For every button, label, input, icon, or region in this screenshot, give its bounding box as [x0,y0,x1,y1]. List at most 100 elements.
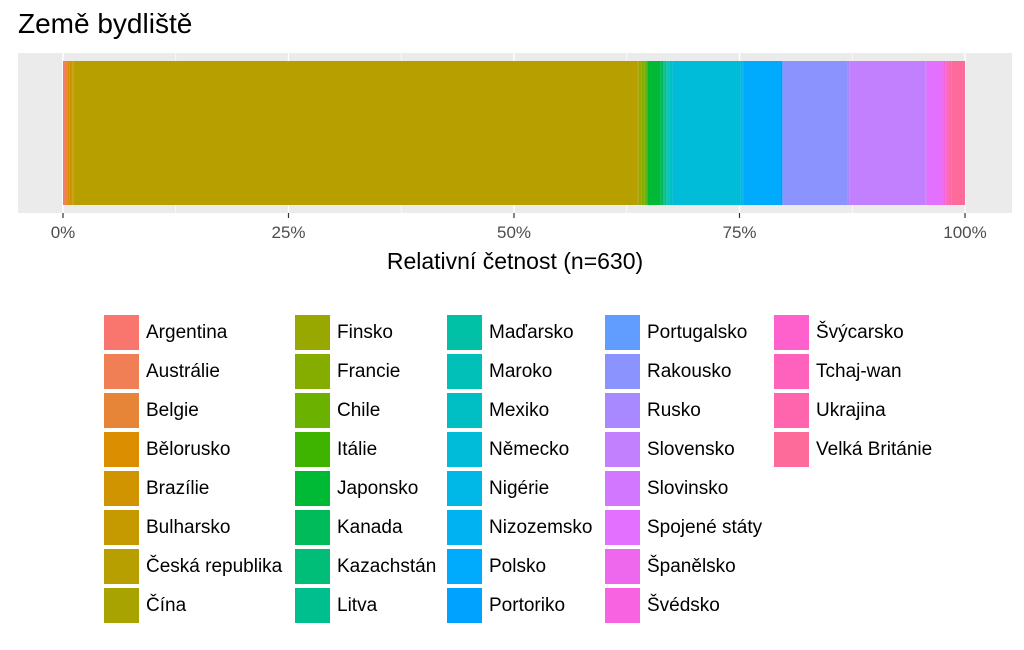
legend-label: Kanada [337,516,403,538]
legend-key [447,315,482,350]
legend-key [104,315,139,350]
legend-item: Nizozemsko [447,508,592,547]
legend-key [104,393,139,428]
legend-label: Polsko [489,555,547,577]
x-tick-label: 100% [943,223,986,242]
bar-segment [951,61,965,205]
legend-key [605,588,640,623]
legend-item: Německo [447,430,569,469]
stacked-bar-chart: 0% 25% 50% 75% 100% Relativní četnost (n=630… [18,53,1012,274]
bar-segment [742,61,744,205]
legend-key [104,510,139,545]
legend-label: Belgie [146,399,199,421]
legend-label: Čína [146,594,187,616]
legend-item: Ukrajina [774,391,886,430]
legend-item: Portoriko [447,586,565,625]
legend-label: Mexiko [489,399,550,421]
bar-segment [948,61,952,205]
legend-item: Polsko [447,547,546,586]
legend-item: Belgie [104,391,199,430]
legend-item: Spojené státy [605,508,762,547]
legend-key [447,393,482,428]
legend-item: Tchaj-wan [774,352,902,391]
legend-label: Švýcarsko [816,321,904,343]
bar-segment [638,61,642,205]
legend-item: Bělorusko [104,430,231,469]
legend-label: Švédsko [647,594,720,616]
legend-label: Německo [489,438,570,460]
legend-key [605,549,640,584]
bar-segment [644,61,647,205]
legend-label: Rakousko [647,360,732,382]
legend-key [295,393,330,428]
legend-label: Tchaj-wan [816,360,902,382]
legend-key [104,471,139,506]
bar-segment [666,61,668,205]
bar-segment [646,61,648,205]
bar-segment [847,61,850,205]
legend-label: Austrálie [146,360,220,382]
legend-item: Švédsko [605,586,720,625]
legend-label: Francie [337,360,401,382]
legend-key [774,315,809,350]
legend-key [605,354,640,389]
legend-item: Slovensko [605,430,735,469]
legend-item: Austrálie [104,352,220,391]
bar-segment [782,61,784,205]
legend-key [295,588,330,623]
legend-item: Litva [295,586,377,625]
legend-key [774,393,809,428]
bar-segment [64,61,67,205]
legend-item: Španělsko [605,547,736,586]
legend-label: Kazachstán [337,555,437,577]
legend-label: Itálie [337,438,378,460]
legend-key [447,432,482,467]
bar-segment [69,61,73,205]
bar-segment [942,61,944,205]
legend-key [774,432,809,467]
legend-item: Slovinsko [605,469,728,508]
x-tick-label: 50% [497,223,531,242]
bar-segment [783,61,848,205]
legend-item: Portugalsko [605,313,747,352]
legend-label: Bulharsko [146,516,231,538]
legend-key [295,315,330,350]
bar-segment [73,61,638,205]
bar-segment [926,61,943,205]
legend-key [295,549,330,584]
legend-key [605,510,640,545]
legend-key [605,432,640,467]
legend-label: Litva [337,594,378,616]
bar-segment [637,61,639,205]
bar-segment [641,61,645,205]
bar-segment [669,61,673,205]
bar-segment [647,61,661,205]
legend-key [104,549,139,584]
bar-segment [943,61,946,205]
legend-key [104,588,139,623]
x-tick-label: 75% [722,223,756,242]
bar-segment [849,61,926,205]
legend-item: Rakousko [605,352,732,391]
legend-item: Bulharsko [104,508,231,547]
legend-item: Čína [104,586,186,625]
legend-item: Argentina [104,313,227,352]
legend-label: Spojené státy [647,516,763,538]
legend-key [447,471,482,506]
bar-segment [66,61,68,205]
legend-label: Velká Británie [816,438,933,460]
legend-item: Japonsko [295,469,418,508]
legend-label: Argentina [146,321,228,343]
legend-key [295,432,330,467]
legend-label: Bělorusko [146,438,231,460]
chart-title: Země bydliště [18,8,193,39]
legend-key [605,393,640,428]
legend-label: Maďarsko [489,321,574,343]
legend-key [447,354,482,389]
bar-layer [63,61,965,205]
legend-item: Francie [295,352,400,391]
legend-label: Ukrajina [816,399,886,421]
legend-item: Mexiko [447,391,549,430]
x-tick-label: 25% [271,223,305,242]
